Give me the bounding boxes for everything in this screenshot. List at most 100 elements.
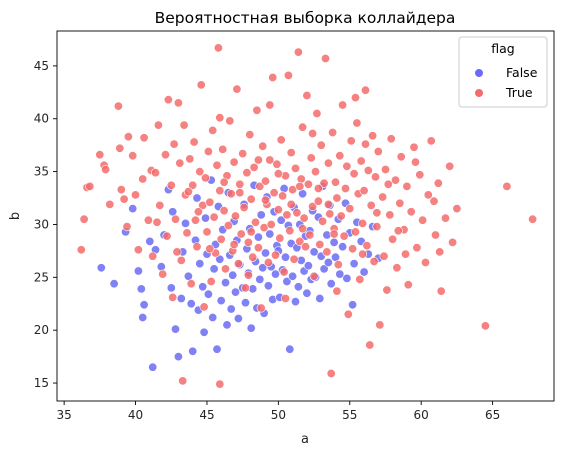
- point-true-35: [176, 255, 186, 265]
- point-true-37: [179, 120, 189, 130]
- point-true-13: [123, 132, 133, 142]
- point-true-117: [295, 236, 305, 246]
- point-false-11: [156, 262, 166, 272]
- point-true-230: [183, 187, 193, 197]
- point-true-149: [340, 184, 350, 194]
- point-true-229: [265, 100, 275, 110]
- point-true-136: [322, 247, 332, 257]
- point-false-46: [226, 304, 236, 314]
- point-true-138: [325, 209, 335, 219]
- chart-title: Вероятностная выборка коллайдера: [155, 9, 456, 27]
- point-true-22: [151, 168, 161, 178]
- point-true-104: [276, 135, 286, 145]
- point-true-231: [372, 208, 382, 218]
- point-true-3: [85, 181, 95, 191]
- point-true-63: [218, 144, 228, 154]
- point-true-4: [95, 150, 105, 160]
- point-true-131: [315, 240, 325, 250]
- point-true-199: [440, 213, 450, 223]
- point-true-124: [305, 230, 315, 240]
- point-false-120: [342, 273, 352, 283]
- point-true-41: [186, 279, 196, 289]
- point-false-117: [335, 269, 345, 279]
- point-true-49: [199, 302, 209, 312]
- point-true-218: [400, 249, 410, 259]
- point-false-69: [260, 248, 270, 258]
- point-true-203: [480, 321, 490, 331]
- point-true-130: [313, 196, 323, 206]
- point-true-165: [363, 166, 373, 176]
- point-true-145: [335, 151, 345, 161]
- point-true-115: [292, 208, 302, 218]
- point-true-170: [370, 172, 380, 182]
- legend-marker-false: [474, 68, 484, 78]
- point-false-98: [302, 288, 312, 298]
- point-false-55: [241, 298, 251, 308]
- point-true-125: [306, 153, 316, 163]
- point-true-89: [255, 181, 265, 191]
- point-true-61: [215, 379, 225, 389]
- point-true-176: [380, 165, 390, 175]
- point-true-201: [448, 237, 458, 247]
- point-true-186: [402, 181, 412, 191]
- point-false-92: [293, 282, 303, 292]
- point-false-118: [338, 242, 348, 252]
- point-true-239: [295, 181, 305, 191]
- point-true-55: [208, 125, 218, 135]
- point-true-62: [216, 234, 226, 244]
- point-true-228: [308, 129, 318, 139]
- point-true-43: [189, 137, 199, 147]
- point-true-26: [161, 150, 171, 160]
- point-false-37: [212, 344, 222, 354]
- point-true-12: [122, 222, 132, 232]
- point-true-29: [166, 180, 176, 190]
- point-true-155: [349, 169, 359, 179]
- point-true-189: [409, 142, 419, 152]
- point-false-59: [246, 323, 256, 333]
- point-false-0: [96, 263, 106, 273]
- point-true-220: [172, 247, 182, 257]
- point-false-122: [348, 300, 358, 310]
- point-true-196: [430, 230, 440, 240]
- point-false-109: [319, 264, 329, 274]
- point-false-23: [188, 346, 198, 356]
- point-true-25: [158, 269, 168, 279]
- point-false-40: [216, 296, 226, 306]
- x-tick-label-40: 40: [128, 408, 143, 422]
- point-true-146: [336, 211, 346, 221]
- point-true-72: [231, 211, 241, 221]
- point-false-65: [255, 274, 265, 284]
- x-tick-label-50: 50: [271, 408, 286, 422]
- x-tick-label-65: 65: [485, 408, 500, 422]
- point-false-32: [203, 289, 213, 299]
- point-true-191: [415, 170, 425, 180]
- point-true-56: [209, 212, 219, 222]
- point-true-150: [342, 161, 352, 171]
- point-true-68: [225, 116, 235, 126]
- point-true-177: [382, 285, 392, 295]
- point-true-200: [445, 161, 455, 171]
- point-true-238: [246, 227, 256, 237]
- point-true-98: [268, 73, 278, 83]
- x-tick-label-45: 45: [199, 408, 214, 422]
- point-true-198: [436, 286, 446, 296]
- point-true-139: [326, 368, 336, 378]
- point-true-180: [388, 234, 398, 244]
- point-true-225: [280, 293, 290, 303]
- point-true-214: [323, 199, 333, 209]
- point-false-82: [279, 184, 289, 194]
- point-true-7: [105, 199, 115, 209]
- point-true-184: [396, 152, 406, 162]
- point-false-86: [285, 344, 295, 354]
- point-true-167: [366, 200, 376, 210]
- legend: flag False True: [458, 36, 548, 108]
- point-true-101: [272, 159, 282, 169]
- point-false-90: [290, 297, 300, 307]
- point-true-221: [152, 217, 162, 227]
- point-true-151: [343, 309, 353, 319]
- point-true-40: [185, 154, 195, 164]
- point-true-226: [243, 270, 253, 280]
- point-false-76: [270, 269, 280, 279]
- point-true-54: [206, 276, 216, 286]
- point-true-1: [79, 214, 89, 224]
